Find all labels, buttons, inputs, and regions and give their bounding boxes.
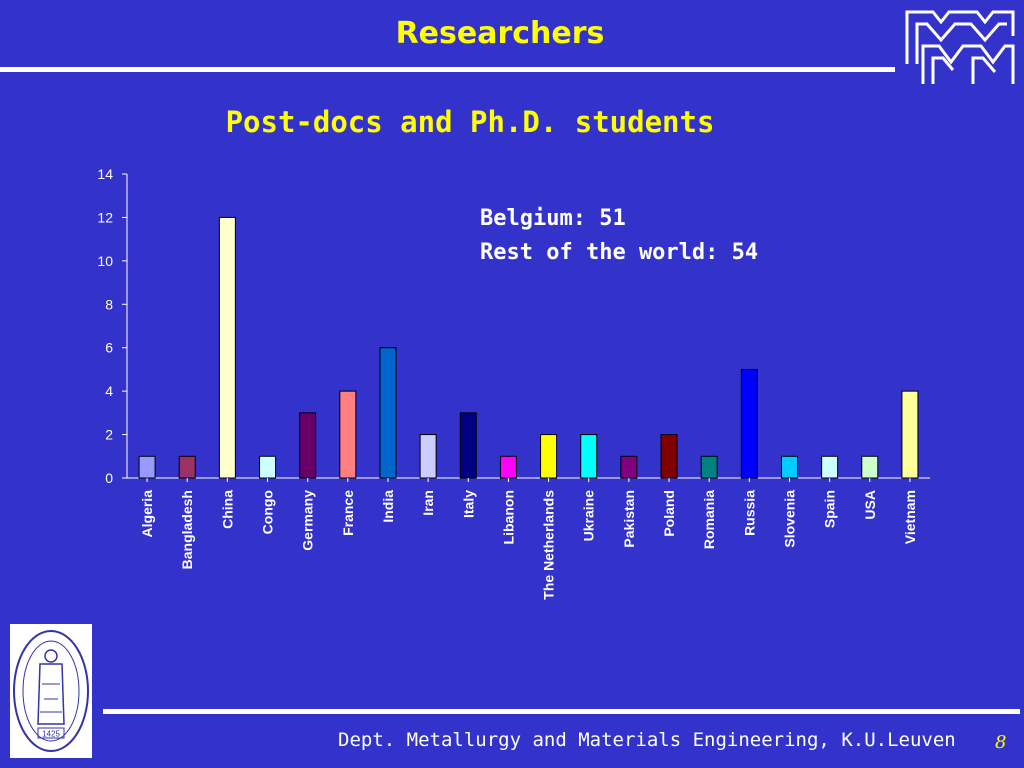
mtm-logo [905, 10, 1015, 84]
bar-bangladesh [178, 455, 196, 479]
x-tick-label: Italy [460, 490, 476, 518]
x-tick-label: Ukraine [581, 490, 597, 542]
bar-china [218, 216, 236, 479]
annotation-rest-of-world: Rest of the world: 54 [480, 240, 759, 265]
top-divider [0, 67, 895, 72]
bar-romania [700, 455, 718, 479]
bar-iran [419, 434, 437, 479]
x-tick-label: Vietnam [902, 490, 918, 544]
x-tick-label: USA [862, 490, 878, 520]
chart-title: Post-docs and Ph.D. students [225, 105, 715, 139]
bar-ukraine [580, 434, 598, 479]
bottom-divider [103, 709, 1020, 714]
bar-pakistan [620, 455, 638, 479]
x-tick-label: Bangladesh [179, 490, 195, 569]
y-tick-label: 2 [105, 427, 113, 443]
page-number: 8 [995, 732, 1007, 753]
seal-year: 1425 [42, 730, 60, 739]
bar-india [379, 347, 397, 479]
y-tick-label: 14 [97, 166, 113, 182]
slide-title: Researchers [395, 16, 605, 51]
x-tick-label: Germany [300, 490, 316, 551]
bar-usa [861, 455, 879, 479]
bar-poland [660, 434, 678, 479]
bar-congo [259, 455, 277, 479]
x-tick-label: China [219, 490, 235, 529]
chart-annotation: Belgium: 51 Rest of the world: 54 [480, 202, 758, 270]
y-tick-label: 8 [105, 296, 113, 312]
bar-vietnam [901, 390, 919, 479]
x-tick-label: Romania [701, 490, 717, 549]
x-tick-label: Iran [420, 490, 436, 516]
bar-france [339, 390, 357, 479]
bar-chart: 0 2 4 6 8 10 12 14 Algeria Bangladesh China Congo Ge… [97, 166, 930, 600]
x-tick-label: Russia [741, 490, 757, 536]
x-tick-label: India [380, 490, 396, 523]
bar-italy [459, 412, 477, 479]
bar-germany [299, 412, 317, 479]
annotation-belgium: Belgium: 51 [480, 206, 626, 231]
bar-spain [821, 455, 839, 479]
x-tick-label: France [340, 490, 356, 536]
footer-text: Dept. Metallurgy and Materials Engineeri… [338, 729, 956, 751]
bar-slovenia [780, 455, 798, 479]
bar-libanon [499, 455, 517, 479]
y-tick-label: 0 [105, 470, 113, 486]
x-tick-label: Spain [822, 490, 838, 528]
y-tick-label: 6 [105, 340, 113, 356]
university-seal: 1425 [10, 624, 92, 758]
x-tick-label: Slovenia [781, 490, 797, 548]
bar-algeria [138, 455, 156, 479]
x-tick-label: Congo [260, 490, 276, 534]
bar-the-netherlands [540, 434, 558, 479]
y-tick-label: 10 [97, 253, 113, 269]
y-tick-label: 12 [97, 209, 113, 225]
x-tick-label: Libanon [500, 490, 516, 544]
y-tick-label: 4 [105, 383, 113, 399]
x-tick-label: Algeria [139, 490, 155, 538]
x-tick-label: The Netherlands [541, 490, 557, 600]
bar-russia [740, 368, 758, 479]
x-tick-label: Pakistan [621, 490, 637, 548]
x-tick-label: Poland [661, 490, 677, 537]
